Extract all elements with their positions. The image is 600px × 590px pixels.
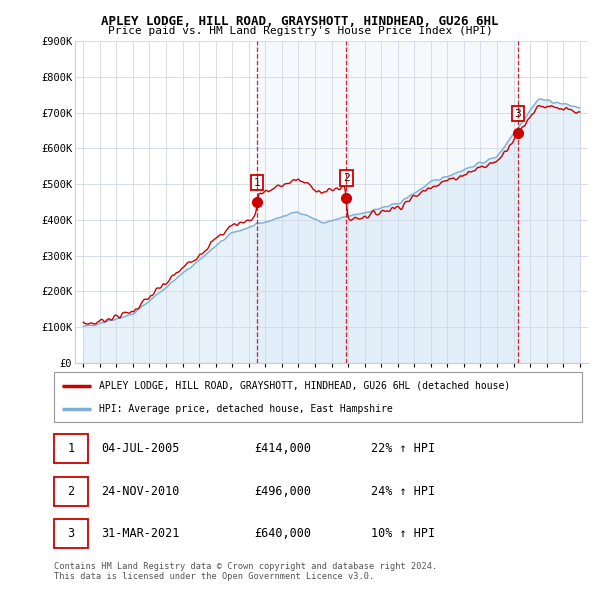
Text: 31-MAR-2021: 31-MAR-2021: [101, 527, 180, 540]
Text: £640,000: £640,000: [254, 527, 311, 540]
Text: 3: 3: [514, 109, 521, 119]
Text: Contains HM Land Registry data © Crown copyright and database right 2024.: Contains HM Land Registry data © Crown c…: [54, 562, 437, 571]
Text: 2: 2: [343, 173, 350, 183]
FancyBboxPatch shape: [54, 372, 582, 422]
Text: 3: 3: [68, 527, 75, 540]
Text: Price paid vs. HM Land Registry's House Price Index (HPI): Price paid vs. HM Land Registry's House …: [107, 26, 493, 36]
Text: APLEY LODGE, HILL ROAD, GRAYSHOTT, HINDHEAD, GU26 6HL: APLEY LODGE, HILL ROAD, GRAYSHOTT, HINDH…: [101, 15, 499, 28]
Text: 2: 2: [68, 484, 75, 498]
Text: 24% ↑ HPI: 24% ↑ HPI: [371, 484, 435, 498]
Bar: [257, 41, 346, 363]
Text: This data is licensed under the Open Government Licence v3.0.: This data is licensed under the Open Gov…: [54, 572, 374, 581]
Text: 24-NOV-2010: 24-NOV-2010: [101, 484, 180, 498]
Text: £496,000: £496,000: [254, 484, 311, 498]
Bar: [346, 41, 518, 363]
Text: 1: 1: [254, 178, 260, 188]
Text: APLEY LODGE, HILL ROAD, GRAYSHOTT, HINDHEAD, GU26 6HL (detached house): APLEY LODGE, HILL ROAD, GRAYSHOTT, HINDH…: [99, 381, 510, 391]
FancyBboxPatch shape: [54, 519, 88, 548]
Text: 10% ↑ HPI: 10% ↑ HPI: [371, 527, 435, 540]
Text: 1: 1: [68, 442, 75, 455]
Text: 04-JUL-2005: 04-JUL-2005: [101, 442, 180, 455]
FancyBboxPatch shape: [54, 434, 88, 463]
FancyBboxPatch shape: [54, 477, 88, 506]
Text: 22% ↑ HPI: 22% ↑ HPI: [371, 442, 435, 455]
Text: £414,000: £414,000: [254, 442, 311, 455]
Text: HPI: Average price, detached house, East Hampshire: HPI: Average price, detached house, East…: [99, 404, 392, 414]
